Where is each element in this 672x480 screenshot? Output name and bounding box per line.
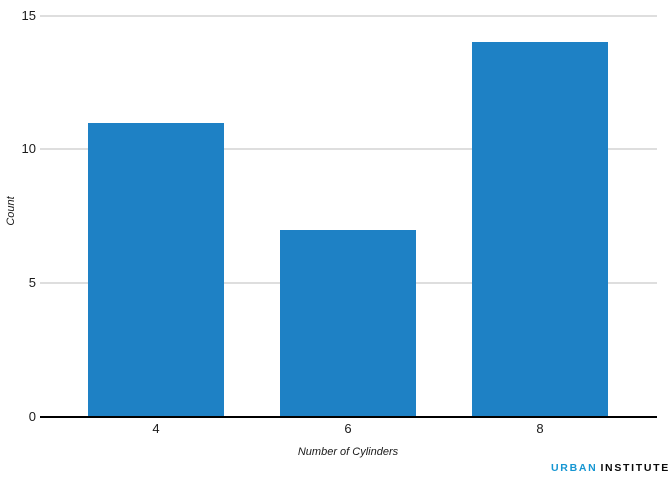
gridline — [40, 14, 657, 17]
y-tick-label: 5 — [28, 275, 36, 291]
x-tick-label: 6 — [344, 421, 352, 436]
y-tick-label: 10 — [21, 141, 36, 157]
gridline — [40, 148, 657, 151]
x-tick-label: 8 — [536, 421, 544, 436]
y-tick-label: 15 — [21, 7, 36, 23]
x-axis-title: Number of Cylinders — [297, 446, 399, 458]
bar — [280, 229, 416, 416]
x-tick-label: 4 — [152, 421, 160, 436]
logo-word-institute: INSTITUTE — [600, 462, 670, 474]
urban-institute-logo: URBAN INSTITUTE — [551, 462, 670, 474]
x-axis-line — [40, 416, 657, 418]
y-axis-title: Count — [5, 196, 17, 226]
bar — [88, 122, 224, 416]
logo-word-urban: URBAN — [551, 462, 598, 474]
y-tick-label: 0 — [28, 409, 36, 424]
bar — [472, 42, 608, 416]
